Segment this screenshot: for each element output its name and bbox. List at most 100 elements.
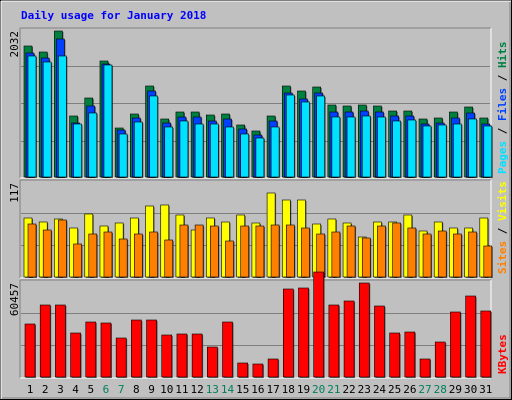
x-tick-label: 28 (434, 383, 447, 396)
bar-kbytes (207, 346, 218, 378)
bar-pages (149, 95, 158, 178)
x-tick-label: 14 (221, 383, 235, 396)
x-tick-label: 22 (342, 383, 355, 396)
bar-kbytes (480, 310, 492, 378)
x-tick-label: 7 (118, 383, 125, 396)
bar-sites (118, 238, 128, 278)
bar-pages (361, 115, 371, 178)
bar-sites (483, 245, 493, 278)
legend-entry: Sites (496, 241, 509, 274)
bar-sites (301, 227, 310, 278)
bar-kbytes (450, 311, 461, 378)
legend-entry: Files (496, 88, 509, 121)
bar-pages (407, 119, 417, 178)
bar-kbytes (222, 321, 233, 378)
y-max-label: 117 (8, 183, 21, 203)
bar-kbytes (161, 334, 173, 378)
chart-panels: 2032 Pages / Files / Hits 117 Sites / Visit… (8, 27, 509, 379)
bar-pages (118, 133, 128, 178)
bar-pages (331, 116, 341, 178)
bar-sites (149, 231, 158, 278)
bar-kbytes (389, 332, 400, 378)
bar-pages (437, 124, 447, 178)
bar-kbytes (404, 331, 416, 378)
panel-hits: 2032 Pages / Files / Hits (8, 27, 509, 179)
bar-kbytes (100, 322, 112, 378)
bar-pages (316, 95, 325, 178)
bar-kbytes (419, 358, 431, 378)
x-tick-label: 20 (312, 383, 325, 396)
bar-sites (58, 219, 67, 278)
legend-entry: / (496, 68, 509, 88)
y-max-label: 60457 (8, 283, 21, 316)
x-tick-label: 2 (42, 383, 49, 396)
x-tick-label: 12 (191, 383, 204, 396)
bar-sites (103, 231, 113, 278)
bar-kbytes (70, 332, 81, 378)
chart-title: Daily usage for January 2018 (21, 9, 206, 22)
bar-sites (88, 233, 98, 278)
bar-sites (240, 225, 250, 278)
bar-kbytes (237, 362, 249, 378)
bar-pages (377, 116, 386, 178)
bar-kbytes (358, 282, 370, 378)
bar-sites (255, 225, 265, 278)
bar-kbytes (374, 305, 385, 378)
x-tick-label: 8 (133, 383, 140, 396)
bar-sites (270, 224, 280, 278)
bar-pages (164, 126, 174, 178)
bar-kbytes (131, 319, 142, 378)
bar-kbytes (465, 295, 476, 378)
bar-kbytes (115, 337, 127, 378)
bar-pages (58, 55, 67, 178)
bar-pages (468, 118, 477, 178)
x-tick-label: 18 (282, 383, 295, 396)
x-tick-label: 13 (206, 383, 219, 396)
bar-kbytes (85, 321, 97, 378)
bar-sites (179, 224, 189, 278)
bar-pages (255, 137, 265, 178)
bar-pages (392, 120, 401, 178)
x-tick-label: 6 (103, 383, 110, 396)
legend-entry: KBytes (496, 334, 509, 374)
legend-entry: / (496, 221, 509, 241)
x-tick-label: 9 (148, 383, 155, 396)
x-tick-label: 3 (57, 383, 64, 396)
bar-sites (437, 230, 447, 278)
bar-sites (164, 239, 174, 278)
bar-kbytes (434, 341, 446, 378)
legend-visits: Sites / Visits (496, 181, 509, 274)
x-axis-day-labels: 1 2 3 4 5 6 7 8 9 10 11 12 13 14 15 16 17 18 19 20 21 22 23 24 2… (27, 383, 493, 396)
bar-sites (194, 224, 204, 278)
bar-sites (42, 229, 52, 278)
x-tick-label: 16 (251, 383, 264, 396)
bar-sites (27, 223, 37, 278)
bar-pages (88, 112, 98, 178)
bar-sites (377, 225, 386, 278)
legend-entry: Hits (496, 42, 509, 69)
bar-sites (453, 233, 462, 278)
bar-kbytes (146, 319, 157, 378)
bar-pages (285, 94, 295, 178)
bar-kbytes (343, 300, 355, 378)
bar-sites (134, 233, 143, 278)
legend-entry: / (496, 121, 509, 141)
bar-pages (42, 61, 52, 178)
bar-kbytes (176, 333, 188, 378)
bar-sites (285, 224, 295, 278)
bar-pages (453, 123, 462, 178)
bar-pages (103, 64, 113, 178)
x-tick-label: 24 (373, 383, 387, 396)
bar-pages (73, 123, 82, 178)
bar-sites (407, 227, 417, 278)
bar-sites (361, 237, 371, 278)
panel-kbytes: 60457 KBytes (8, 271, 509, 379)
legend-entry: Visits (496, 181, 509, 221)
x-tick-label: 21 (327, 383, 340, 396)
bar-kbytes (267, 358, 279, 378)
x-tick-label: 25 (388, 383, 401, 396)
bar-pages (483, 125, 493, 178)
bar-sites (73, 243, 82, 278)
bar-sites (331, 231, 341, 278)
x-tick-label: 4 (72, 383, 79, 396)
